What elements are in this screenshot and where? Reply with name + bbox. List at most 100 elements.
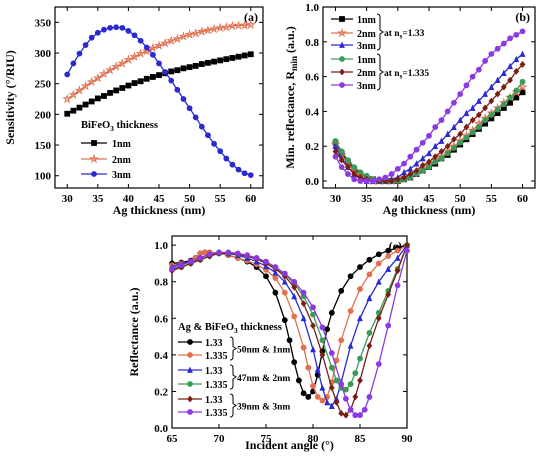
legend-group-label: 50nm & 1nm xyxy=(237,346,290,356)
data-point xyxy=(494,90,501,98)
data-point xyxy=(94,95,101,102)
data-point xyxy=(438,155,445,162)
data-point xyxy=(375,260,382,267)
data-point xyxy=(338,148,345,155)
data-point xyxy=(338,409,345,417)
data-point xyxy=(394,175,401,183)
data-point xyxy=(105,64,116,75)
data-point xyxy=(310,383,316,389)
data-point xyxy=(463,82,470,89)
data-point xyxy=(86,76,97,87)
data-point xyxy=(247,51,254,58)
panel-b: 30 35 40 45 50 55 60 0.0 0.2 0.4 0.6 0.8 1.0 Ag thick… xyxy=(283,2,536,217)
data-point xyxy=(143,75,150,82)
data-point xyxy=(76,104,83,111)
legend-label: 1.335 xyxy=(205,380,228,391)
data-point xyxy=(291,278,298,285)
x-tick-label: 45 xyxy=(424,193,436,205)
data-point xyxy=(444,142,451,150)
x-tick-label: 60 xyxy=(245,193,257,205)
y-tick-label: 0.0 xyxy=(305,176,319,188)
data-point xyxy=(343,395,349,402)
legend-marker xyxy=(91,171,97,177)
data-point xyxy=(375,361,382,367)
data-point xyxy=(357,169,364,176)
data-point xyxy=(198,61,205,67)
legend-brace xyxy=(229,364,237,390)
data-point xyxy=(221,21,232,32)
data-point xyxy=(168,77,175,84)
data-point xyxy=(463,123,470,131)
data-point xyxy=(300,314,307,322)
data-point xyxy=(247,172,254,179)
data-point xyxy=(363,172,370,179)
data-point xyxy=(394,254,401,261)
data-point xyxy=(291,283,298,291)
legend-group-label: 47nm & 2nm xyxy=(237,374,290,384)
data-point xyxy=(375,251,382,258)
legend-brace xyxy=(376,53,384,91)
data-point xyxy=(475,66,482,73)
data-point xyxy=(324,398,330,406)
data-point xyxy=(513,67,520,75)
legend-marker xyxy=(339,82,345,88)
data-point xyxy=(375,278,382,285)
data-point xyxy=(357,178,364,184)
data-point xyxy=(352,370,359,377)
x-axis-label: Ag thickness (nm) xyxy=(113,203,206,217)
data-point xyxy=(407,153,414,160)
data-point xyxy=(401,174,407,181)
data-point xyxy=(363,178,370,184)
data-point xyxy=(196,26,207,36)
plot-frame xyxy=(54,6,264,189)
data-point xyxy=(338,164,345,171)
x-tick-label: 75 xyxy=(261,433,273,445)
data-point xyxy=(482,117,489,124)
data-point xyxy=(206,251,213,258)
data-point xyxy=(227,20,238,31)
data-point xyxy=(407,170,414,178)
data-point xyxy=(119,85,126,91)
panel-c: 65 70 75 80 85 90 0.0 0.2 0.4 0.6 0.8 1.0 Incident a… xyxy=(127,235,413,452)
legend-marker xyxy=(339,16,345,22)
data-point xyxy=(475,111,482,119)
data-point xyxy=(202,25,213,35)
y-axis-label: Reflectance (a.u.) xyxy=(127,288,141,377)
data-point xyxy=(494,76,501,83)
x-tick-label: 70 xyxy=(214,433,226,445)
data-point xyxy=(310,304,316,311)
legend-brace xyxy=(376,13,384,51)
x-axis-label: Incident angle (°) xyxy=(245,438,334,452)
data-point xyxy=(272,275,279,281)
data-point xyxy=(187,258,194,265)
legend-label: 2nm xyxy=(112,155,132,166)
legend-marker xyxy=(91,140,97,146)
legend-title-part: thickness xyxy=(114,120,158,131)
series-line xyxy=(66,26,251,176)
data-point xyxy=(80,80,91,91)
data-point xyxy=(475,97,482,104)
legend-label: 2nm xyxy=(357,68,377,79)
data-point xyxy=(217,57,224,64)
data-point xyxy=(444,108,451,115)
data-point xyxy=(426,164,432,171)
data-point xyxy=(482,90,489,97)
data-point xyxy=(180,65,187,72)
data-point xyxy=(74,85,85,95)
data-point xyxy=(190,28,201,38)
data-point xyxy=(361,406,368,413)
y-tick-label: 1.0 xyxy=(154,240,168,252)
legend-entry: 2nm xyxy=(81,153,132,166)
data-point xyxy=(451,99,457,106)
panel-label: (a) xyxy=(244,10,258,24)
data-point xyxy=(137,37,144,44)
data-point xyxy=(507,62,513,70)
series-a-1 xyxy=(62,19,256,104)
data-point xyxy=(357,412,363,419)
data-point xyxy=(64,110,71,117)
data-point xyxy=(500,40,507,47)
data-point xyxy=(300,344,307,351)
data-point xyxy=(488,115,495,122)
data-point xyxy=(404,247,410,254)
